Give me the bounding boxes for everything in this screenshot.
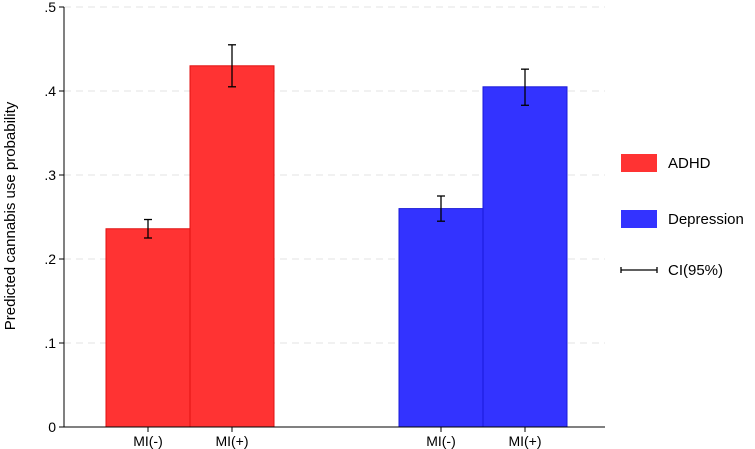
y-tick-label: .2 xyxy=(44,251,56,267)
error-bars xyxy=(144,44,529,239)
legend-label: Depression xyxy=(668,211,744,228)
y-tick-label: .4 xyxy=(44,83,56,99)
x-tick-label: MI(-) xyxy=(133,433,163,449)
y-axis-title: Predicted cannabis use probability xyxy=(2,101,19,330)
x-tick-label: MI(-) xyxy=(426,433,456,449)
y-tick-label: 0 xyxy=(48,419,56,435)
legend: ADHD Depression CI(95%) xyxy=(620,154,744,279)
y-tick-label: .1 xyxy=(44,335,56,351)
y-tick-label: .5 xyxy=(44,0,56,15)
y-ticks: 0 .1 .2 .3 .4 .5 xyxy=(44,0,64,435)
legend-label: CI(95%) xyxy=(668,262,723,279)
x-tick-label: MI(+) xyxy=(508,433,541,449)
legend-label: ADHD xyxy=(668,155,711,172)
legend-swatch xyxy=(621,210,657,228)
bars xyxy=(105,65,568,428)
bar xyxy=(482,86,568,428)
x-tick-labels: MI(-) MI(+) MI(-) MI(+) xyxy=(133,427,542,449)
axes xyxy=(63,7,605,428)
bar xyxy=(398,208,484,428)
x-tick-label: MI(+) xyxy=(215,433,248,449)
bar xyxy=(189,65,275,428)
legend-swatch xyxy=(621,154,657,172)
bar xyxy=(105,228,191,428)
y-tick-label: .3 xyxy=(44,167,56,183)
